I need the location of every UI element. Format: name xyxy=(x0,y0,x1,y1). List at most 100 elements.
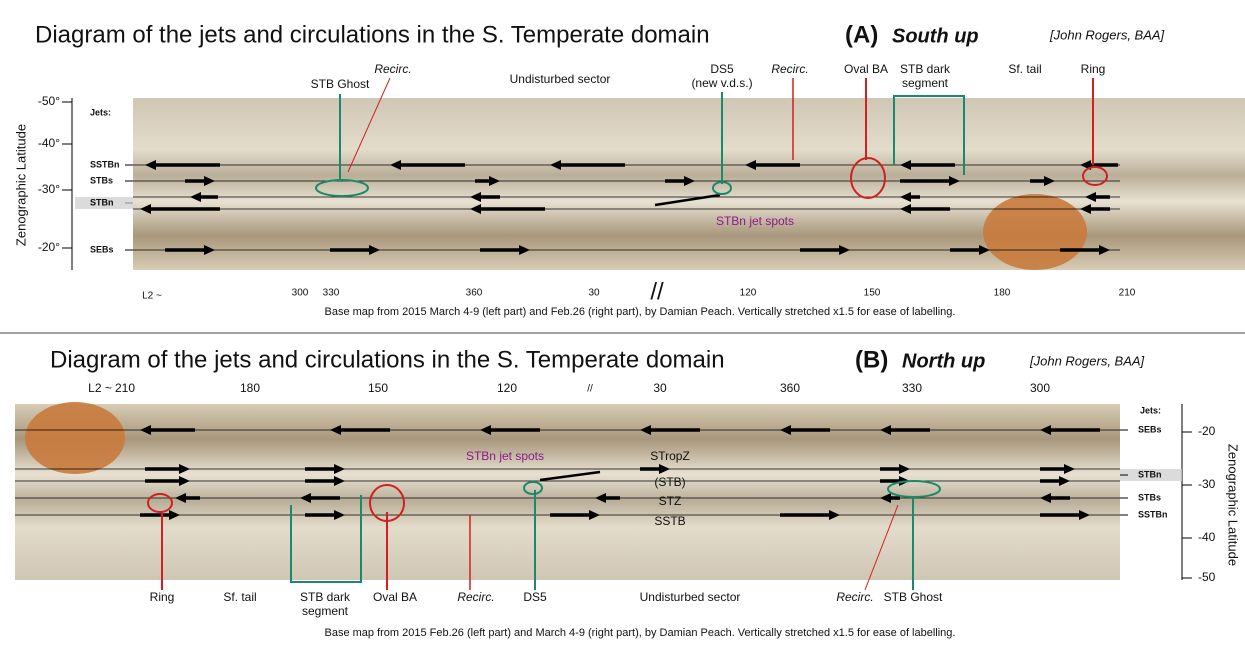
title: Diagram of the jets and circulations in … xyxy=(35,21,710,48)
lon-tick: // xyxy=(650,278,664,305)
lon-tick: // xyxy=(587,384,593,395)
credit: [John Rogers, BAA] xyxy=(1029,353,1145,368)
feature-label: DS5 xyxy=(523,590,547,604)
jet-arrow xyxy=(204,176,215,186)
jet-arrow xyxy=(880,425,891,435)
lon-tick: 300 xyxy=(292,288,309,299)
orientation: North up xyxy=(902,350,985,372)
jet-arrow xyxy=(1059,476,1070,486)
jet-arrow xyxy=(900,204,911,214)
lat-tick: -30° xyxy=(38,182,60,196)
line xyxy=(654,193,721,207)
jet-arrow xyxy=(334,510,345,520)
jet-arrow xyxy=(1099,245,1110,255)
circulation xyxy=(369,484,405,522)
jet-arrow xyxy=(780,425,791,435)
feature-label: STB dark xyxy=(900,62,951,76)
zone-label: STropZ xyxy=(650,449,690,463)
jet-arrow xyxy=(880,493,891,503)
line xyxy=(347,77,391,173)
feature-label: Undisturbed sector xyxy=(640,590,741,604)
y-axis-label: Zenographic Latitude xyxy=(1226,444,1241,566)
feature-label: Undisturbed sector xyxy=(510,72,611,86)
title: Diagram of the jets and circulations in … xyxy=(50,346,725,373)
lon-tick: 330 xyxy=(902,381,922,395)
jet-arrow xyxy=(480,425,491,435)
lon-tick: 120 xyxy=(740,288,757,299)
jet-arrow xyxy=(640,425,651,435)
jet-arrow xyxy=(175,493,186,503)
jet-arrow xyxy=(169,510,180,520)
jet-arrow xyxy=(949,176,960,186)
jet-arrow xyxy=(179,464,190,474)
feature-label: Ring xyxy=(1081,62,1106,76)
line xyxy=(539,470,601,482)
jet-arrow xyxy=(839,245,850,255)
lon-prefix: L2 ~ xyxy=(142,291,162,302)
jet-arrow xyxy=(1080,204,1091,214)
jet-arrow xyxy=(140,204,151,214)
jet-arrow xyxy=(369,245,380,255)
lon-tick: 330 xyxy=(323,288,340,299)
feature-label: Oval BA xyxy=(373,590,417,604)
lon-tick: 120 xyxy=(497,381,517,395)
lat-tick: -20° xyxy=(38,240,60,254)
stbn-band xyxy=(1120,469,1182,481)
jet-label: SSTBn xyxy=(90,159,120,169)
jet-arrow xyxy=(1040,493,1051,503)
circulation xyxy=(315,179,369,197)
lon-tick: 30 xyxy=(653,381,667,395)
caption: Base map from 2015 Feb.26 (left part) an… xyxy=(325,627,956,639)
caption: Base map from 2015 March 4-9 (left part)… xyxy=(325,306,956,318)
panel-label: (B) xyxy=(855,346,888,373)
feature-label: STB Ghost xyxy=(311,77,370,91)
lat-tick: -20 xyxy=(1198,424,1216,438)
zone-label: (STB) xyxy=(654,475,685,489)
jet-arrow xyxy=(979,245,990,255)
jet-label: STBn xyxy=(90,197,114,207)
jet-label: SSTBn xyxy=(1138,509,1168,519)
jet-arrow xyxy=(684,176,695,186)
lon-tick: 360 xyxy=(780,381,800,395)
jet-arrow xyxy=(900,192,911,202)
jet-arrow xyxy=(550,160,561,170)
jet-arrow xyxy=(1040,425,1051,435)
jet-arrow xyxy=(334,476,345,486)
lon-tick: 300 xyxy=(1030,381,1050,395)
jet-arrow xyxy=(390,160,401,170)
lon-tick: 30 xyxy=(588,288,600,299)
circulation xyxy=(850,157,886,199)
feature-label: Sf. tail xyxy=(223,590,256,604)
feature-label: Recirc. xyxy=(457,590,494,604)
jet-arrow xyxy=(659,464,670,474)
spots-label: STBn jet spots xyxy=(716,214,794,228)
circulation xyxy=(523,481,543,495)
lon-tick: 150 xyxy=(368,381,388,395)
jet-arrow xyxy=(470,204,481,214)
great-red-spot xyxy=(983,194,1087,270)
feature-label: Sf. tail xyxy=(1008,62,1041,76)
jets-header: Jets: xyxy=(1140,405,1161,415)
feature-label: Ring xyxy=(150,590,175,604)
feature-label: Oval BA xyxy=(844,62,888,76)
lon-tick: 180 xyxy=(240,381,260,395)
feature-label: STB dark xyxy=(300,590,351,604)
jet-arrow xyxy=(589,510,600,520)
lon-tick: 150 xyxy=(864,288,881,299)
jet-arrow xyxy=(489,176,500,186)
feature-label: Recirc. xyxy=(771,62,808,76)
lon-tick: 360 xyxy=(466,288,483,299)
feature-label: STB Ghost xyxy=(884,590,943,604)
feature-label: (new v.d.s.) xyxy=(691,76,752,90)
feature-label: Recirc. xyxy=(374,62,411,76)
jet-arrow xyxy=(330,425,341,435)
jet-arrow xyxy=(900,160,911,170)
panel-label: (A) xyxy=(845,21,878,48)
y-axis-label: Zenographic Latitude xyxy=(13,124,28,246)
lon-tick: 210 xyxy=(115,381,135,395)
zone-label: STZ xyxy=(659,494,682,508)
jet-arrow xyxy=(204,245,215,255)
circulation xyxy=(1082,166,1108,186)
orientation: South up xyxy=(892,25,979,47)
